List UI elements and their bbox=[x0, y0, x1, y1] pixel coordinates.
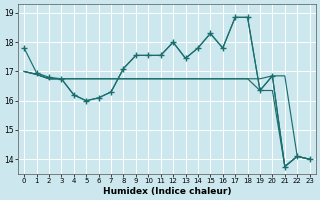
X-axis label: Humidex (Indice chaleur): Humidex (Indice chaleur) bbox=[103, 187, 231, 196]
